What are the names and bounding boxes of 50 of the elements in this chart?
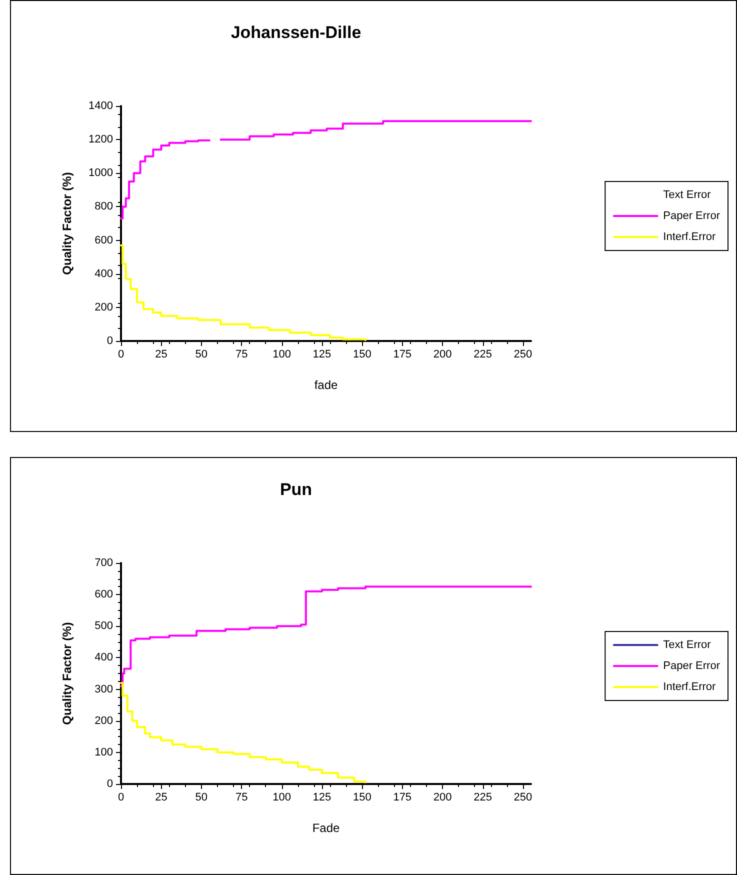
y-tick-label: 1200 xyxy=(88,134,113,146)
x-tick-label: 0 xyxy=(118,348,124,360)
x-tick-label: 150 xyxy=(352,792,372,804)
y-tick-label: 600 xyxy=(94,234,113,246)
y-axis-title: Quality Factor (%) xyxy=(60,622,74,725)
legend-label: Paper Error xyxy=(663,210,720,222)
y-tick-label: 500 xyxy=(94,620,113,632)
text: Text Error xyxy=(663,189,712,201)
chart-title: Johanssen-Dille xyxy=(230,23,362,42)
x-tick-label: 50 xyxy=(195,348,208,360)
chart-title: Pun xyxy=(280,480,312,499)
x-tick-label: 250 xyxy=(514,792,532,804)
x-tick-label: 100 xyxy=(272,348,291,360)
x-tick-label: 50 xyxy=(195,792,208,804)
x-tick-label: 125 xyxy=(312,792,332,804)
y-tick-label: 400 xyxy=(94,268,113,280)
legend-label: Interf.Error xyxy=(663,231,716,243)
legend-label: Text Error xyxy=(663,639,712,651)
x-tick-label: 125 xyxy=(312,348,332,360)
y-tick-label: 1400 xyxy=(88,100,113,112)
x-tick-label: 25 xyxy=(155,792,168,804)
legend-label: Interf.Error xyxy=(663,681,716,693)
x-axis-title: Fade xyxy=(312,821,340,835)
x-tick-label: 25 xyxy=(155,348,168,360)
y-tick-label: 300 xyxy=(94,683,113,696)
y-tick-label: 200 xyxy=(94,714,113,727)
legend-label: Paper Error xyxy=(663,660,720,672)
x-tick-label: 225 xyxy=(474,792,492,804)
x-tick-label: 200 xyxy=(433,348,452,360)
y-tick-label: 1000 xyxy=(88,167,113,180)
x-tick-label: 150 xyxy=(352,348,372,360)
x-tick-label: 200 xyxy=(433,792,452,804)
y-tick-label: 800 xyxy=(94,200,113,213)
x-tick-label: 175 xyxy=(393,792,412,804)
y-tick-label: 400 xyxy=(94,652,113,664)
x-tick-label: 225 xyxy=(474,348,492,360)
y-tick-label: 0 xyxy=(106,335,113,347)
y-tick-label: 700 xyxy=(94,557,113,569)
x-tick-label: 250 xyxy=(514,348,532,360)
x-tick-label: 100 xyxy=(272,792,291,804)
y-tick-label: 100 xyxy=(94,746,113,758)
y-tick-label: 200 xyxy=(94,301,113,314)
x-tick-label: 0 xyxy=(118,792,124,804)
x-tick-label: 175 xyxy=(393,348,412,360)
y-tick-label: 0 xyxy=(106,778,113,790)
y-axis-title: Quality Factor (%) xyxy=(60,172,74,275)
y-tick-label: 600 xyxy=(94,588,113,601)
x-tick-label: 75 xyxy=(235,348,248,360)
x-tick-label: 75 xyxy=(235,792,248,804)
x-axis-title: fade xyxy=(314,378,338,392)
